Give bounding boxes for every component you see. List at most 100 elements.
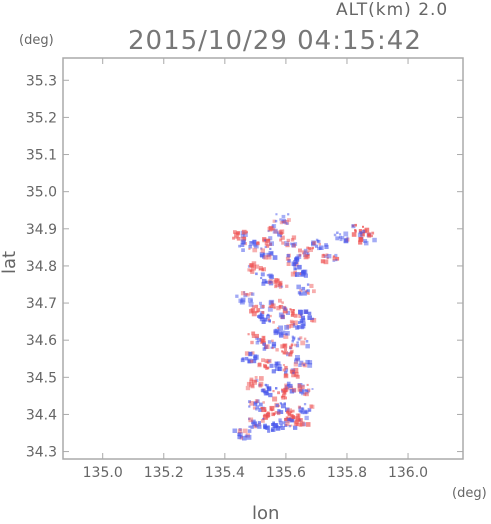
heatmap-pixel: [295, 355, 300, 360]
heatmap-pixel: [275, 278, 280, 283]
heatmap-pixel: [259, 266, 263, 270]
heatmap-pixel: [281, 214, 286, 219]
x-tick-label: 135.6: [266, 465, 306, 481]
heatmap-pixel: [298, 309, 303, 315]
heatmap-cell: [296, 246, 314, 260]
y-axis-title: lat: [0, 250, 21, 275]
heatmap-pixel: [271, 303, 276, 308]
heatmap-pixel: [263, 255, 268, 260]
heatmap-pixel: [266, 252, 271, 258]
heatmap-pixel: [250, 425, 254, 429]
heatmap-pixel: [289, 345, 293, 349]
heatmap-cell: [260, 405, 276, 420]
heatmap-pixel: [261, 319, 266, 324]
heatmap-pixel: [335, 259, 338, 262]
heatmap-cell: [247, 331, 266, 345]
heatmap-pixel: [244, 356, 249, 361]
heatmap-pixel: [256, 337, 261, 343]
heatmap-pixel: [293, 367, 299, 373]
heatmap-pixel: [279, 283, 283, 287]
heatmap-pixel: [298, 423, 303, 427]
heatmap-pixel: [262, 255, 266, 259]
heatmap-pixel: [261, 281, 266, 286]
heatmap-pixel: [308, 247, 312, 250]
heatmap-pixel: [284, 365, 288, 370]
heatmap-pixel: [254, 423, 259, 428]
heatmap-pixel: [261, 267, 266, 272]
heatmap-pixel: [277, 391, 280, 395]
heatmap-pixel: [311, 246, 314, 250]
heatmap-pixel: [332, 255, 335, 258]
heatmap-pixel: [241, 357, 245, 361]
heatmap-pixel: [259, 338, 263, 341]
heatmap-pixel: [256, 308, 261, 312]
heatmap-pixel: [288, 383, 293, 388]
heatmap-pixel: [364, 240, 369, 246]
heatmap-pixel: [261, 335, 266, 340]
heatmap-pixel: [294, 359, 299, 364]
heatmap-pixel: [249, 309, 254, 314]
heatmap-pixel: [279, 426, 282, 429]
heatmap-pixel: [262, 278, 267, 284]
heatmap-pixel: [291, 340, 294, 343]
heatmap-pixel: [249, 241, 254, 246]
heatmap-pixel: [272, 255, 278, 260]
heatmap-pixel: [312, 317, 315, 320]
heatmap-pixel: [303, 273, 308, 278]
heatmap-pixel: [287, 418, 291, 421]
heatmap-pixel: [279, 220, 284, 225]
heatmap-pixel: [333, 233, 337, 237]
heatmap-cell: [267, 298, 284, 312]
heatmap-pixel: [279, 229, 285, 234]
y-tick-label: 34.8: [26, 259, 57, 275]
heatmap-pixel: [262, 252, 266, 256]
heatmap-pixel: [288, 385, 294, 391]
heatmap-pixel: [265, 367, 268, 370]
heatmap-pixel: [304, 415, 309, 421]
heatmap-pixel: [255, 272, 258, 276]
heatmap-pixel: [265, 280, 269, 284]
heatmap-pixel: [294, 419, 299, 424]
heatmap-pixel: [271, 339, 274, 343]
heatmap-pixel: [289, 369, 294, 374]
heatmap-pixel: [282, 220, 285, 223]
heatmap-pixel: [298, 248, 302, 253]
heatmap-cell: [259, 246, 278, 260]
heatmap-pixel: [269, 247, 272, 250]
heatmap-pixel: [305, 340, 309, 343]
heatmap-pixel: [287, 408, 292, 414]
heatmap-cell: [289, 318, 306, 330]
heatmap-pixel: [247, 333, 250, 336]
heatmap-pixel: [244, 293, 248, 296]
heatmap-pixel: [240, 291, 246, 296]
heatmap-pixel: [358, 240, 363, 245]
heatmap-pixel: [284, 325, 289, 330]
heatmap-pixel: [300, 393, 304, 396]
heatmap-pixel: [293, 313, 298, 318]
heatmap-cell: [278, 305, 298, 320]
heatmap-pixel: [268, 236, 273, 241]
heatmap-pixel: [298, 314, 303, 318]
heatmap-pixel: [285, 386, 288, 389]
heatmap-pixel: [291, 311, 295, 315]
heatmap-pixel: [297, 387, 303, 392]
heatmap-cell: [232, 428, 252, 441]
heatmap-pixel: [325, 253, 329, 257]
heatmap-cell: [262, 339, 279, 352]
heatmap-pixel: [258, 268, 261, 271]
heatmap-pixel: [270, 300, 274, 304]
heatmap-pixel: [248, 425, 251, 428]
heatmap-pixel: [243, 232, 248, 237]
heatmap-pixel: [265, 384, 269, 388]
heatmap-pixel: [290, 242, 293, 246]
heatmap-pixel: [265, 412, 271, 417]
y-tick-label: 34.7: [26, 296, 57, 312]
heatmap-pixel: [312, 241, 317, 246]
heatmap-pixel: [300, 385, 305, 390]
heatmap-cell: [282, 365, 300, 379]
heatmap-pixel: [254, 399, 259, 403]
heatmap-cell: [255, 272, 274, 286]
y-tick-label: 34.3: [26, 445, 57, 461]
heatmap-pixel: [300, 340, 306, 346]
heatmap-pixel: [254, 333, 259, 339]
